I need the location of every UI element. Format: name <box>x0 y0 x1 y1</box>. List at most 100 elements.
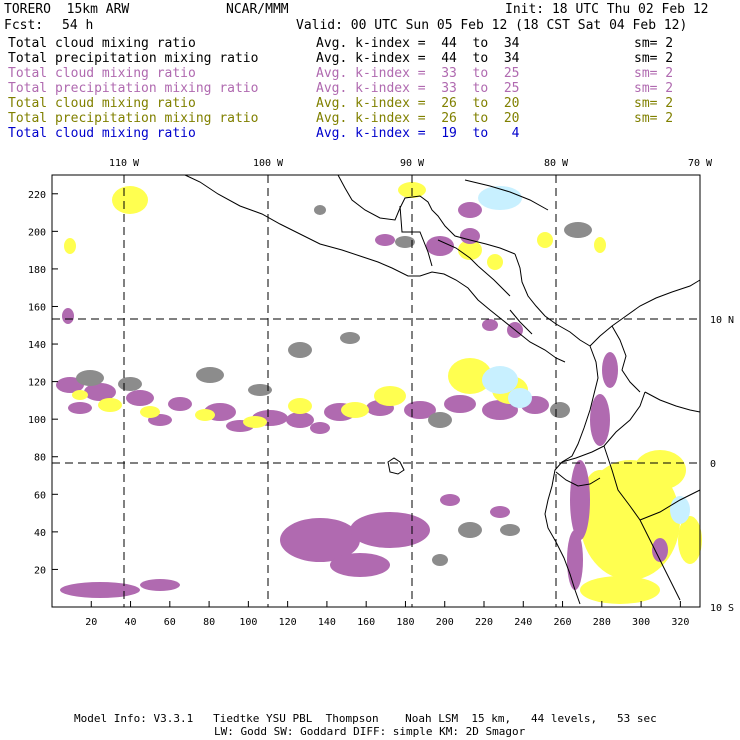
cloud-yellow-blob <box>98 398 122 412</box>
cloud-gray-blob <box>428 412 452 428</box>
precip-purple-blob <box>310 422 330 434</box>
valid-time: Valid: 00 UTC Sun 05 Feb 12 (18 CST Sat … <box>296 18 688 33</box>
precip-purple-blob <box>590 394 610 446</box>
cloud-field-layer <box>56 182 702 604</box>
precip-purple-blob <box>426 236 454 256</box>
legend-k-index: Avg. k-index = 33 to 25 <box>316 81 520 96</box>
cloud-gray-blob <box>550 402 570 418</box>
org-label: NCAR/MMM <box>226 2 289 17</box>
latitude-label: 10 N <box>710 315 734 326</box>
legend-smoothing: sm= 2 <box>634 81 674 96</box>
border-colombia-brazil <box>603 391 646 447</box>
precip-purple-blob <box>482 400 518 420</box>
precip-purple-blob <box>60 582 140 598</box>
y-tick-label: 100 <box>28 415 46 426</box>
precip-purple-blob <box>140 579 180 591</box>
border-peru-bolivia <box>639 489 701 521</box>
cloud-yellow-blob <box>487 254 503 270</box>
legend-smoothing: sm= 2 <box>634 66 674 81</box>
colombia-venezuela-coast <box>589 279 701 347</box>
cloud-yellow-blob <box>458 240 482 260</box>
precip-purple-blob <box>68 402 92 414</box>
precip-purple-blob <box>440 494 460 506</box>
legend-smoothing: sm= 2 <box>634 111 674 126</box>
coastline-layer <box>184 174 701 605</box>
cloud-gray-blob <box>564 222 592 238</box>
precip-purple-blob <box>280 518 360 562</box>
cloud-yellow-blob <box>288 398 312 414</box>
x-tick-label: 140 <box>318 617 336 628</box>
longitude-label: 100 W <box>253 158 284 169</box>
x-tick-label: 100 <box>239 617 257 628</box>
y-tick-label: 220 <box>28 190 46 201</box>
y-tick-label: 120 <box>28 378 46 389</box>
galapagos <box>387 457 405 475</box>
legend-k-index: Avg. k-index = 33 to 25 <box>316 66 520 81</box>
x-tick-label: 280 <box>593 617 611 628</box>
cloud-yellow-blob <box>64 238 76 254</box>
x-tick-label: 60 <box>164 617 176 628</box>
longitude-label: 110 W <box>109 158 140 169</box>
border-colombia-venezuela <box>611 325 641 393</box>
y-tick-label: 160 <box>28 302 46 313</box>
precip-purple-blob <box>458 202 482 218</box>
border-colombia-ecuador <box>561 445 605 463</box>
precip-purple-blob <box>56 377 84 393</box>
cloud-gray-blob <box>314 205 326 215</box>
y-tick-label: 20 <box>34 565 46 576</box>
cloud-gray-blob <box>340 332 360 344</box>
cloud-gray-blob <box>432 554 448 566</box>
cuba <box>464 179 549 211</box>
precip-purple-blob <box>444 395 476 413</box>
border-costa-rica <box>509 309 533 335</box>
cloud-gray-blob <box>248 384 272 396</box>
legend-k-index: Avg. k-index = 19 to 4 <box>316 126 520 141</box>
graticule <box>52 175 700 607</box>
border-guatemala <box>399 205 433 267</box>
x-tick-label: 260 <box>554 617 572 628</box>
forecast-hour: 54 h <box>62 18 94 33</box>
legend-field-name: Total precipitation mixing ratio <box>8 111 259 126</box>
precip-purple-blob <box>126 390 154 406</box>
x-axis-ticks: 20 40 60 80 100 120 140 160 180 200 220 240 260 280 30… <box>85 601 689 628</box>
x-tick-label: 200 <box>436 617 454 628</box>
cloud-yellow-blob <box>634 450 686 490</box>
model-info-line2: LW: Godd SW: Goddard DIFF: simple KM: 2D… <box>214 725 526 738</box>
plot-frame <box>51 174 701 608</box>
cloud-yellow-blob <box>582 470 618 530</box>
legend-smoothing: sm= 2 <box>634 96 674 111</box>
cloud-gray-blob <box>196 367 224 383</box>
legend-k-index: Avg. k-index = 44 to 34 <box>316 36 520 51</box>
cloud-yellow-blob <box>537 232 553 248</box>
y-tick-label: 140 <box>28 340 46 351</box>
legend-k-index: Avg. k-index = 26 to 20 <box>316 111 520 126</box>
x-tick-label: 120 <box>279 617 297 628</box>
cloud-gray-blob <box>118 377 142 391</box>
x-tick-label: 300 <box>632 617 650 628</box>
border-honduras <box>437 239 479 267</box>
legend-field-name: Total cloud mixing ratio <box>8 96 196 111</box>
border-peru-ecuador <box>555 471 601 487</box>
latitude-label: 10 S <box>710 603 734 614</box>
y-tick-label: 200 <box>28 227 46 238</box>
legend-field-name: Total cloud mixing ratio <box>8 36 196 51</box>
border-nicaragua <box>477 265 511 297</box>
cloud-yellow-blob <box>140 406 160 418</box>
precip-purple-blob <box>375 234 395 246</box>
cloud-yellow-blob <box>195 409 215 421</box>
precip-purple-blob <box>570 460 590 540</box>
cloud-yellow-blob <box>243 416 267 428</box>
cloud-lightblue-blob <box>478 186 522 210</box>
cloud-lightblue-blob <box>482 366 518 394</box>
x-tick-label: 20 <box>85 617 97 628</box>
legend-field-name: Total precipitation mixing ratio <box>8 81 259 96</box>
cloud-yellow-blob <box>112 186 148 214</box>
cloud-yellow-blob <box>678 516 702 564</box>
precip-purple-blob <box>286 412 314 428</box>
precip-purple-blob <box>602 352 618 388</box>
x-tick-label: 240 <box>514 617 532 628</box>
precip-purple-blob <box>567 530 583 590</box>
model-info-line1: Model Info: V3.3.1 Tiedtke YSU PBL Thomp… <box>74 712 657 725</box>
cloud-yellow-blob <box>341 402 369 418</box>
legend-smoothing: sm= 2 <box>634 51 674 66</box>
